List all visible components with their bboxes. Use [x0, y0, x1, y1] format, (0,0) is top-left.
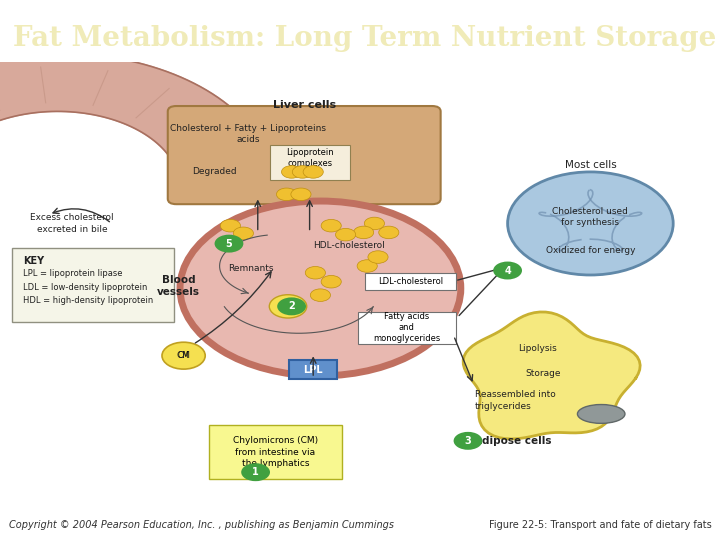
Polygon shape: [463, 312, 640, 439]
Text: LDL = low-density lipoprotein: LDL = low-density lipoprotein: [23, 282, 148, 292]
Text: Remnants: Remnants: [228, 264, 274, 273]
Text: 1: 1: [252, 467, 259, 477]
Circle shape: [508, 172, 673, 275]
Text: 4: 4: [504, 266, 511, 275]
Circle shape: [276, 188, 297, 200]
Text: Reassembled into
triglycerides: Reassembled into triglycerides: [475, 390, 556, 410]
Circle shape: [354, 226, 374, 239]
FancyBboxPatch shape: [365, 273, 456, 290]
Text: Cholesterol + Fatty + Lipoproteins
acids: Cholesterol + Fatty + Lipoproteins acids: [171, 124, 326, 144]
Text: Figure 22-5: Transport and fate of dietary fats: Figure 22-5: Transport and fate of dieta…: [489, 520, 711, 530]
Circle shape: [220, 219, 240, 232]
Circle shape: [364, 217, 384, 230]
FancyBboxPatch shape: [209, 425, 342, 479]
Text: Excess cholesterol
excreted in bile: Excess cholesterol excreted in bile: [30, 213, 114, 233]
Text: Most cells: Most cells: [564, 160, 616, 170]
Text: HDL-cholesterol: HDL-cholesterol: [313, 241, 385, 251]
Text: Lipolysis: Lipolysis: [518, 345, 557, 354]
Text: Storage: Storage: [526, 369, 561, 378]
Text: Fatty acids
and
monoglycerides: Fatty acids and monoglycerides: [373, 312, 441, 343]
Circle shape: [305, 266, 325, 279]
Circle shape: [215, 235, 243, 253]
Text: LDL-cholesterol: LDL-cholesterol: [378, 277, 443, 286]
Text: LPL: LPL: [303, 364, 323, 375]
Circle shape: [310, 289, 330, 301]
Circle shape: [277, 298, 306, 315]
FancyBboxPatch shape: [12, 248, 174, 322]
Text: Liver cells: Liver cells: [273, 100, 336, 110]
Circle shape: [233, 227, 253, 240]
FancyBboxPatch shape: [168, 106, 441, 204]
Text: Lipoprotein
complexes: Lipoprotein complexes: [286, 148, 334, 168]
Text: CM: CM: [283, 303, 293, 309]
Circle shape: [162, 342, 205, 369]
FancyBboxPatch shape: [270, 145, 350, 180]
Circle shape: [368, 251, 388, 264]
Circle shape: [269, 295, 307, 318]
Text: 2: 2: [288, 301, 295, 312]
Text: Cholesterol used
for synthesis: Cholesterol used for synthesis: [552, 207, 629, 227]
Circle shape: [379, 226, 399, 239]
FancyBboxPatch shape: [358, 312, 456, 343]
Circle shape: [291, 188, 311, 200]
Circle shape: [357, 260, 377, 272]
Polygon shape: [0, 53, 261, 161]
Text: Fat Metabolism: Long Term Nutrient Storage: Fat Metabolism: Long Term Nutrient Stora…: [13, 25, 716, 52]
Text: CM: CM: [282, 302, 294, 311]
Circle shape: [292, 166, 312, 178]
Text: CM: CM: [176, 351, 191, 360]
Text: HDL = high-density lipoprotein: HDL = high-density lipoprotein: [23, 296, 153, 305]
Text: Oxidized for energy: Oxidized for energy: [546, 246, 635, 255]
Circle shape: [180, 201, 461, 376]
Text: 3: 3: [464, 436, 472, 446]
Text: 5: 5: [225, 239, 233, 248]
Circle shape: [282, 166, 302, 178]
Text: Adipose cells: Adipose cells: [474, 436, 552, 446]
Circle shape: [303, 166, 323, 178]
Text: KEY: KEY: [23, 256, 44, 266]
Ellipse shape: [577, 404, 625, 423]
Circle shape: [454, 432, 482, 450]
Circle shape: [321, 275, 341, 288]
Circle shape: [241, 463, 270, 481]
Text: Blood
vessels: Blood vessels: [157, 275, 200, 298]
Text: Copyright © 2004 Pearson Education, Inc. , publishing as Benjamin Cummings: Copyright © 2004 Pearson Education, Inc.…: [9, 520, 394, 530]
Circle shape: [336, 228, 356, 241]
Text: Chylomicrons (CM)
from intestine via
the lymphatics: Chylomicrons (CM) from intestine via the…: [233, 436, 318, 468]
Text: CM: CM: [178, 351, 189, 360]
Text: LPL = lipoprotein lipase: LPL = lipoprotein lipase: [23, 269, 122, 278]
Circle shape: [493, 261, 522, 280]
Circle shape: [321, 219, 341, 232]
Text: Degraded: Degraded: [192, 167, 237, 177]
FancyBboxPatch shape: [289, 360, 337, 380]
